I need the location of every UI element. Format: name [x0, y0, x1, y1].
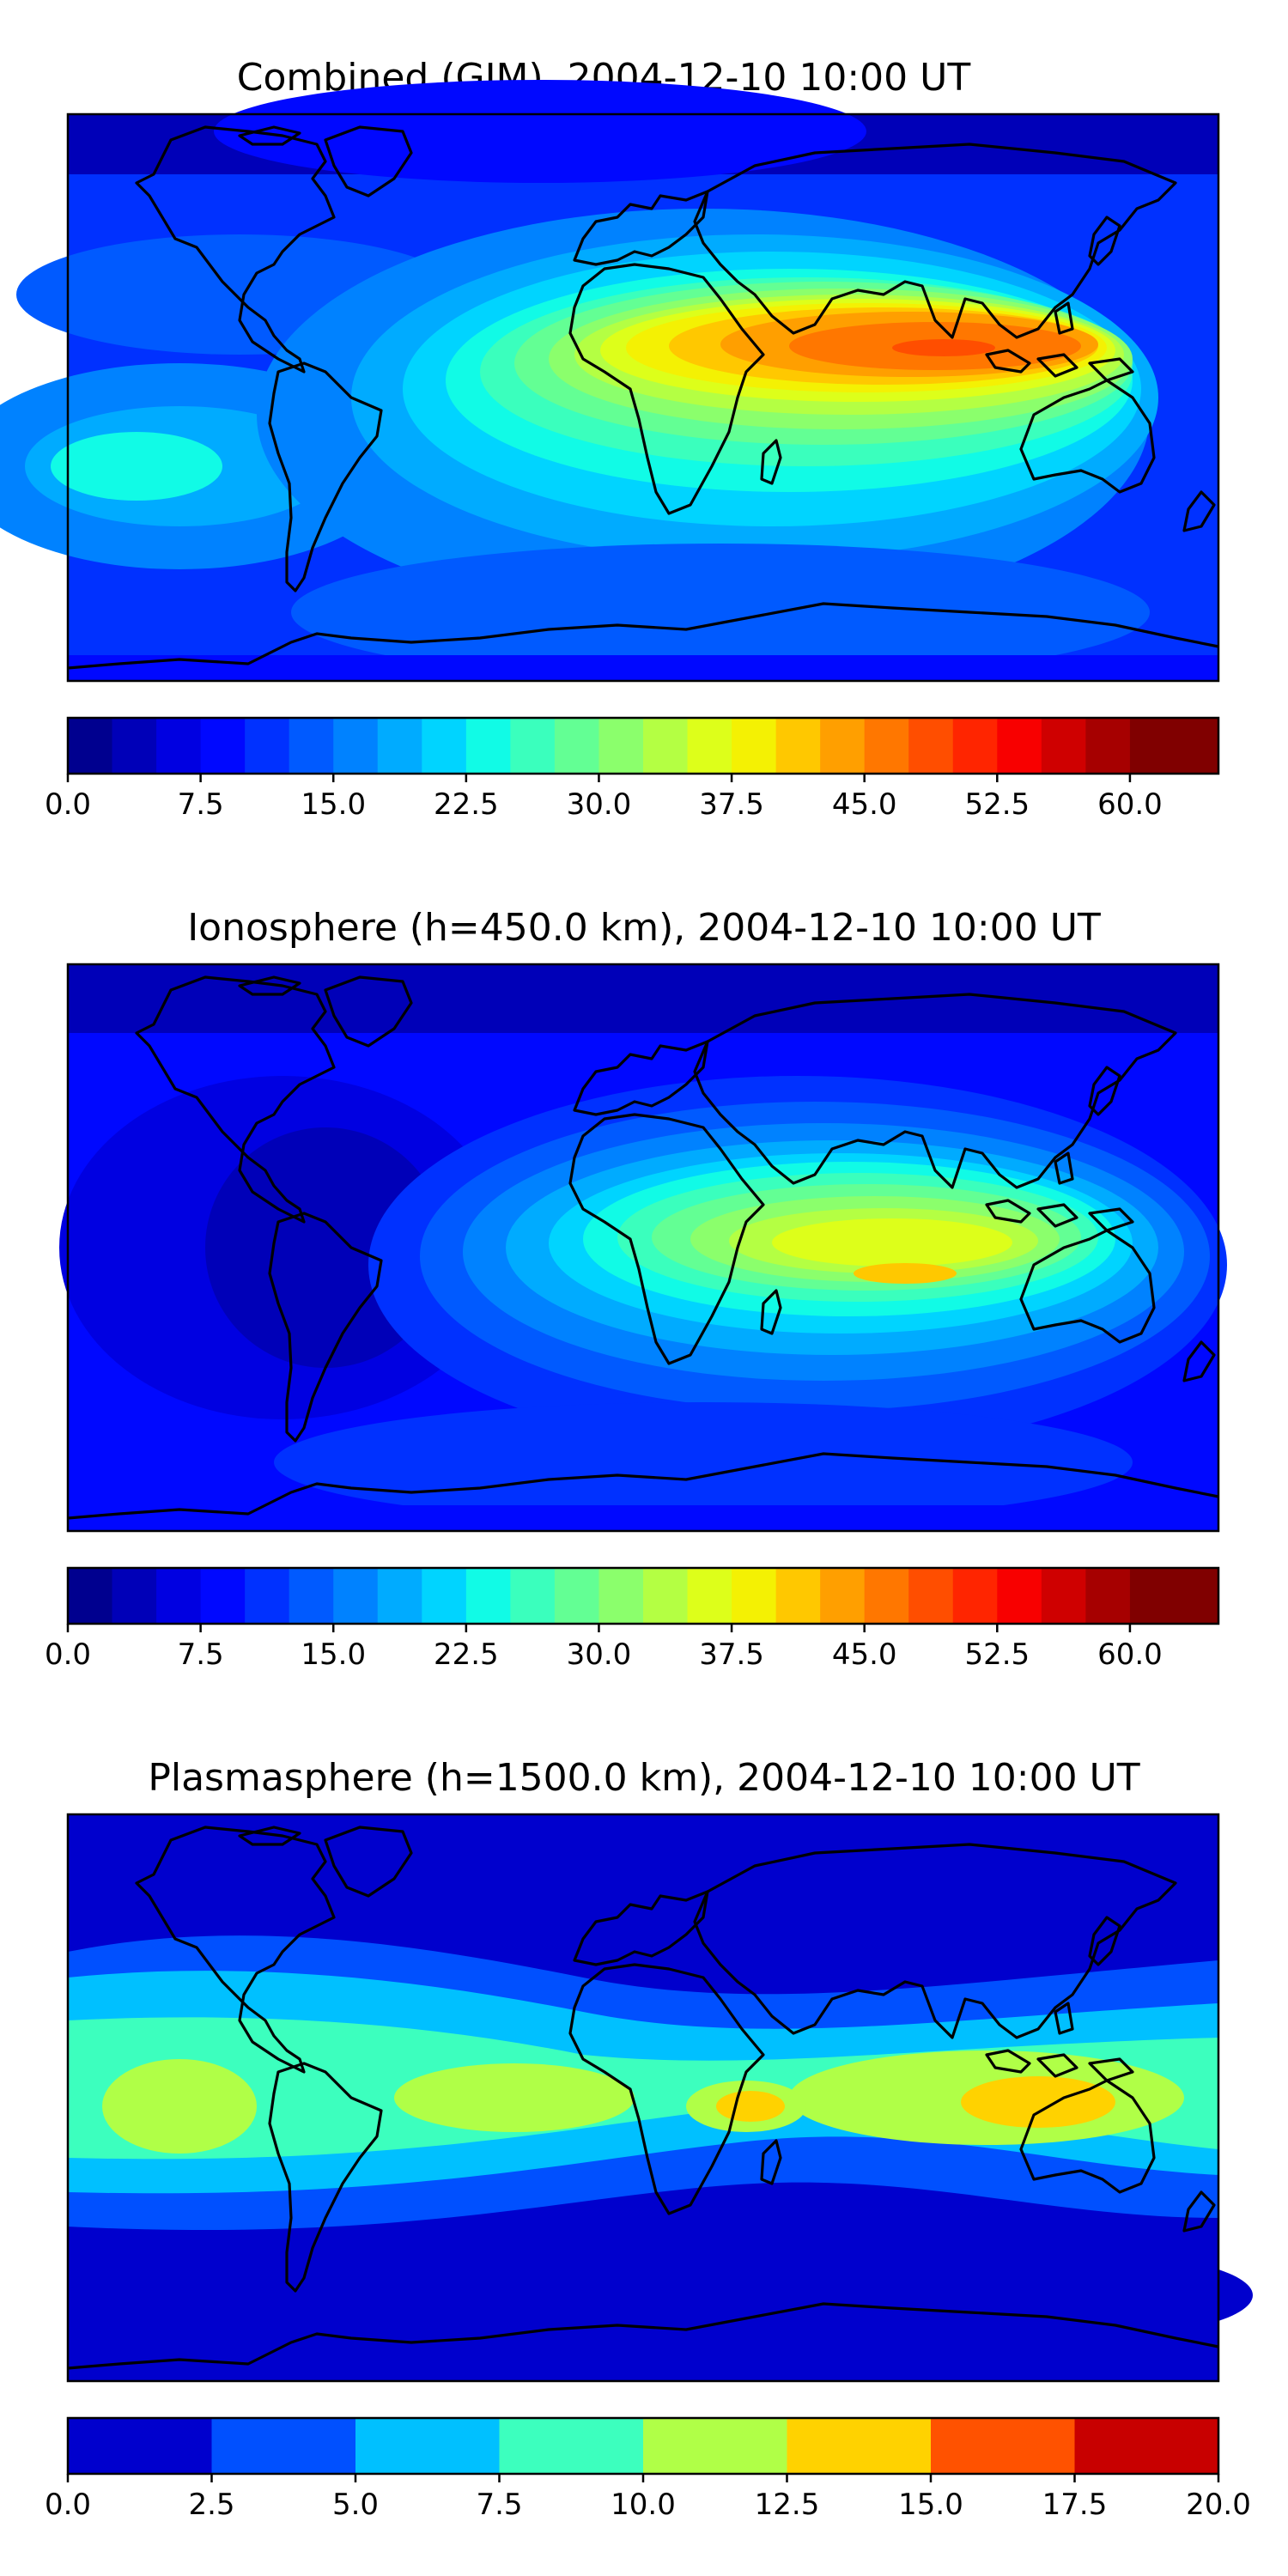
colorbar-swatch: [1174, 1568, 1219, 1624]
colorbar-tick-label: 17.5: [1042, 2488, 1108, 2522]
colorbar-swatch: [997, 718, 1042, 774]
panel-plasmasphere: Plasmasphere (h=1500.0 km), 2004-12-10 1…: [45, 1756, 1253, 2522]
colorbar-swatch: [355, 2418, 501, 2474]
colorbar-swatch: [333, 718, 379, 774]
colorbar-tick-label: 60.0: [1097, 1637, 1163, 1672]
colorbar-swatch: [643, 2418, 788, 2474]
colorbar-tick-label: 45.0: [832, 787, 897, 822]
colorbar-tick-label: 15.0: [898, 2488, 963, 2522]
colorbar-swatch: [200, 1568, 246, 1624]
colorbar-swatch: [643, 718, 689, 774]
colorbar-tick-label: 0.0: [45, 1637, 91, 1672]
colorbar-swatch: [732, 718, 777, 774]
colorbar-swatch: [554, 1568, 600, 1624]
colorbar: 0.0 2.5 5.0 7.5 10.0 12.5 15.0 17.5 20.0: [45, 2416, 1251, 2522]
colorbar-swatch: [465, 718, 511, 774]
colorbar-swatch: [908, 718, 954, 774]
colorbar-tick-label: 60.0: [1097, 787, 1163, 822]
colorbar-tick-label: 22.5: [434, 787, 499, 822]
colorbar-tick-label: 7.5: [178, 787, 224, 822]
colorbar-tick-label: 10.0: [611, 2488, 676, 2522]
colorbar-swatch: [687, 718, 732, 774]
colorbar-swatch: [908, 1568, 954, 1624]
colorbar-swatch: [1085, 1568, 1131, 1624]
colorbar: 0.0 7.5 15.0 22.5 30.0 37.5 45.0 52.5 60.0: [45, 1566, 1220, 1672]
colorbar-swatch: [952, 718, 998, 774]
colorbar-swatch: [377, 718, 422, 774]
colorbar-swatch: [775, 1568, 821, 1624]
colorbar-tick-label: 52.5: [964, 787, 1030, 822]
colorbar-swatch: [1041, 1568, 1086, 1624]
colorbar-tick-label: 12.5: [755, 2488, 820, 2522]
colorbar-swatch: [422, 1568, 467, 1624]
panel-title: Ionosphere (h=450.0 km), 2004-12-10 10:0…: [187, 906, 1101, 950]
colorbar-tick-label: 0.0: [45, 787, 91, 822]
colorbar-swatch: [775, 718, 821, 774]
colorbar-swatch: [465, 1568, 511, 1624]
colorbar-swatch: [820, 718, 866, 774]
colorbar-swatch: [68, 718, 113, 774]
colorbar-swatch: [732, 1568, 777, 1624]
colorbar-swatch: [245, 1568, 290, 1624]
colorbar-tick-label: 30.0: [567, 787, 632, 822]
colorbar-swatch: [289, 718, 334, 774]
colorbar-swatch: [1074, 2418, 1219, 2474]
colorbar-swatch: [598, 718, 644, 774]
colorbar-swatch: [864, 1568, 909, 1624]
colorbar: 0.0 7.5 15.0 22.5 30.0 37.5 45.0 52.5 60.0: [45, 716, 1220, 822]
colorbar-swatch: [1174, 718, 1219, 774]
colorbar-swatch: [1041, 718, 1086, 774]
tec-map: [66, 1813, 1253, 2383]
colorbar-tick-label: 22.5: [434, 1637, 499, 1672]
colorbar-swatch: [377, 1568, 422, 1624]
colorbar-swatch: [211, 2418, 356, 2474]
panel-combined: Combined (GIM), 2004-12-10 10:00 UT: [0, 56, 1220, 822]
colorbar-tick-label: 52.5: [964, 1637, 1030, 1672]
colorbar-swatch: [289, 1568, 334, 1624]
colorbar-swatch: [643, 1568, 689, 1624]
colorbar-swatch: [510, 1568, 556, 1624]
colorbar-swatch: [554, 718, 600, 774]
colorbar-swatch: [200, 718, 246, 774]
colorbar-tick-label: 15.0: [301, 787, 366, 822]
colorbar-swatch: [245, 718, 290, 774]
colorbar-swatch: [952, 1568, 998, 1624]
colorbar-swatch: [510, 718, 556, 774]
colorbar-swatch: [156, 1568, 202, 1624]
colorbar-tick-label: 5.0: [332, 2488, 379, 2522]
colorbar-swatch: [422, 718, 467, 774]
colorbar-swatch: [1085, 718, 1131, 774]
colorbar-tick-label: 0.0: [45, 2488, 91, 2522]
colorbar-tick-label: 45.0: [832, 1637, 897, 1672]
colorbar-swatch: [820, 1568, 866, 1624]
colorbar-tick-label: 30.0: [567, 1637, 632, 1672]
colorbar-swatch: [112, 718, 157, 774]
panel-ionosphere: Ionosphere (h=450.0 km), 2004-12-10 10:0…: [45, 906, 1227, 1672]
colorbar-swatch: [997, 1568, 1042, 1624]
colorbar-tick-label: 7.5: [476, 2488, 522, 2522]
colorbar-swatch: [931, 2418, 1076, 2474]
tec-map: [59, 963, 1227, 1533]
colorbar-tick-label: 7.5: [178, 1637, 224, 1672]
colorbar-swatch: [1129, 1568, 1176, 1624]
colorbar-swatch: [787, 2418, 932, 2474]
colorbar-swatch: [156, 718, 202, 774]
colorbar-swatch: [333, 1568, 379, 1624]
colorbar-swatch: [1129, 718, 1176, 774]
colorbar-swatch: [864, 718, 909, 774]
colorbar-swatch: [112, 1568, 157, 1624]
colorbar-tick-label: 20.0: [1186, 2488, 1251, 2522]
colorbar-tick-label: 2.5: [188, 2488, 234, 2522]
colorbar-swatch: [687, 1568, 732, 1624]
panel-title: Plasmasphere (h=1500.0 km), 2004-12-10 1…: [148, 1756, 1139, 1800]
colorbar-swatch: [68, 2418, 213, 2474]
colorbar-tick-label: 15.0: [301, 1637, 366, 1672]
colorbar-swatch: [598, 1568, 644, 1624]
colorbar-tick-label: 37.5: [699, 1637, 764, 1672]
colorbar-swatch: [68, 1568, 113, 1624]
tec-map: [0, 80, 1220, 683]
colorbar-tick-label: 37.5: [699, 787, 764, 822]
colorbar-swatch: [499, 2418, 644, 2474]
